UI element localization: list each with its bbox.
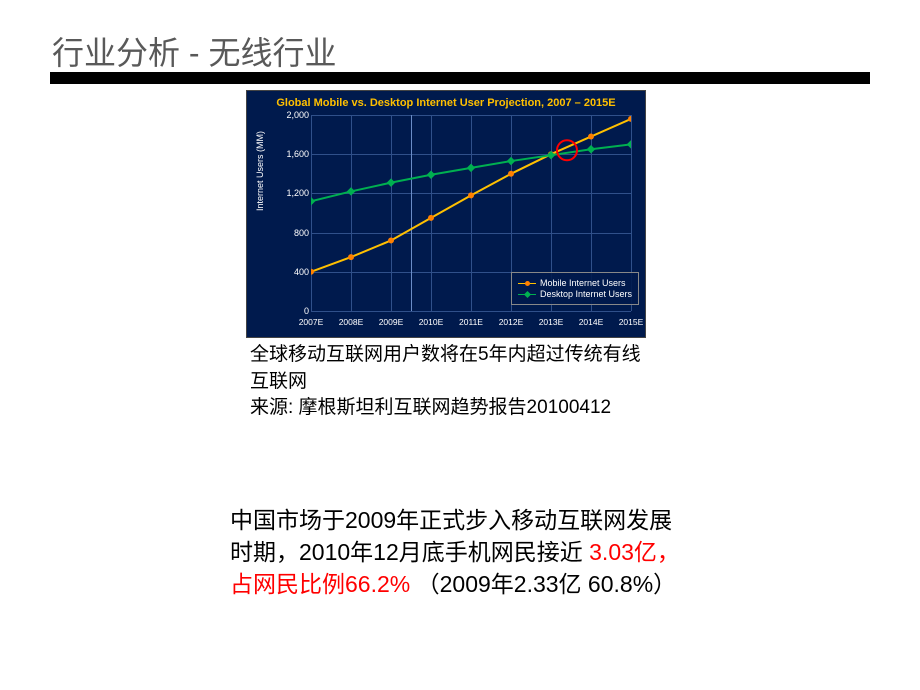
body-suffix: （2009年2.33亿 60.8%） xyxy=(417,571,677,597)
y-tick-label: 2,000 xyxy=(283,110,309,120)
page-title: 行业分析 - 无线行业 xyxy=(52,28,336,74)
legend-item: Desktop Internet Users xyxy=(518,289,632,299)
x-tick-label: 2007E xyxy=(299,317,324,327)
x-tick-label: 2011E xyxy=(459,317,483,327)
x-tick-label: 2014E xyxy=(579,317,604,327)
y-tick-label: 1,200 xyxy=(283,188,309,198)
body-text: 中国市场于2009年正式步入移动互联网发展时期，2010年12月底手机网民接近 … xyxy=(230,504,690,601)
series-marker xyxy=(387,178,395,186)
y-tick-label: 400 xyxy=(283,267,309,277)
y-tick-label: 1,600 xyxy=(283,149,309,159)
x-tick-label: 2009E xyxy=(379,317,404,327)
series-marker xyxy=(588,134,594,140)
chart-y-label: Internet Users (MM) xyxy=(255,131,265,211)
title-underline xyxy=(50,72,870,84)
legend-marker xyxy=(518,294,536,295)
x-tick-label: 2013E xyxy=(539,317,564,327)
chart-caption: 全球移动互联网用户数将在5年内超过传统有线互联网 来源: 摩根斯坦利互联网趋势报… xyxy=(250,342,650,422)
series-marker xyxy=(347,187,355,195)
legend-marker xyxy=(518,283,536,284)
x-tick-label: 2008E xyxy=(339,317,364,327)
y-tick-label: 800 xyxy=(283,228,309,238)
y-tick-label: 0 xyxy=(283,306,309,316)
series-marker xyxy=(388,237,394,243)
chart-container: Global Mobile vs. Desktop Internet User … xyxy=(246,90,646,338)
caption-line1: 全球移动互联网用户数将在5年内超过传统有线互联网 xyxy=(250,344,641,392)
x-tick-label: 2010E xyxy=(419,317,444,327)
chart-title: Global Mobile vs. Desktop Internet User … xyxy=(247,97,645,109)
x-tick-label: 2012E xyxy=(499,317,524,327)
gridline-h xyxy=(311,311,631,312)
series-marker xyxy=(428,215,434,221)
series-marker xyxy=(507,157,515,165)
caption-line2: 来源: 摩根斯坦利互联网趋势报告20100412 xyxy=(250,397,611,418)
series-marker xyxy=(467,164,475,172)
series-marker xyxy=(508,171,514,177)
series-marker xyxy=(627,140,631,148)
series-marker xyxy=(468,192,474,198)
legend-label: Desktop Internet Users xyxy=(540,289,632,299)
series-marker xyxy=(587,145,595,153)
legend-label: Mobile Internet Users xyxy=(540,278,626,288)
x-tick-label: 2015E xyxy=(619,317,644,327)
chart-legend: Mobile Internet UsersDesktop Internet Us… xyxy=(511,272,639,305)
series-marker xyxy=(311,197,315,205)
series-marker xyxy=(427,171,435,179)
legend-item: Mobile Internet Users xyxy=(518,278,632,288)
series-marker xyxy=(311,269,314,275)
series-marker xyxy=(348,254,354,260)
